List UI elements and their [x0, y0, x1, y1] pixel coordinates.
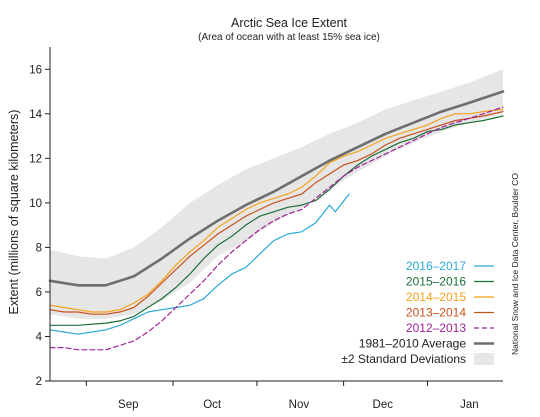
series-line-4: [49, 110, 504, 315]
y-axis-label: Extent (millions of square kilometers): [7, 110, 21, 315]
chart-title: Arctic Sea Ice Extent: [231, 16, 348, 30]
legend-label: 1981–2010 Average: [359, 337, 467, 351]
plot-area: [48, 69, 505, 351]
legend-label: ±2 Standard Deviations: [341, 352, 466, 366]
x-tick-label: Jan: [460, 399, 479, 411]
y-tick-label: 14: [29, 109, 42, 121]
legend-swatch-band: [474, 353, 494, 365]
y-tick-label: 4: [36, 331, 43, 343]
credit-text: National Snow and Ice Data Center, Bould…: [510, 173, 520, 355]
legend-label: 2016–2017: [406, 259, 466, 273]
x-tick-label: Dec: [373, 399, 394, 411]
axes: 2 4 6 8 10 12 14 16 Sep Oct Nov Dec Jan: [29, 47, 503, 411]
y-tick-label: 12: [29, 153, 42, 165]
chart-subtitle: (Area of ocean with at least 15% sea ice…: [198, 32, 380, 43]
legend-label: 2012–2013: [406, 321, 466, 335]
x-tick-label: Sep: [118, 399, 138, 411]
series-line-2: [49, 115, 504, 326]
y-tick-label: 16: [29, 64, 42, 76]
series-line-0: [48, 90, 505, 287]
legend-label: 2013–2014: [406, 306, 466, 320]
y-tick-label: 10: [29, 198, 42, 210]
series-line-1: [49, 193, 350, 335]
y-tick-label: 2: [36, 376, 42, 388]
legend-label: 2014–2015: [406, 290, 466, 304]
x-tick-label: Nov: [289, 399, 310, 411]
series-line-5: [49, 106, 504, 351]
x-tick-label: Oct: [203, 399, 222, 411]
legend-label: 2015–2016: [406, 275, 466, 289]
y-tick-label: 8: [36, 242, 42, 254]
series-line-3: [49, 108, 504, 313]
y-tick-label: 6: [36, 287, 42, 299]
